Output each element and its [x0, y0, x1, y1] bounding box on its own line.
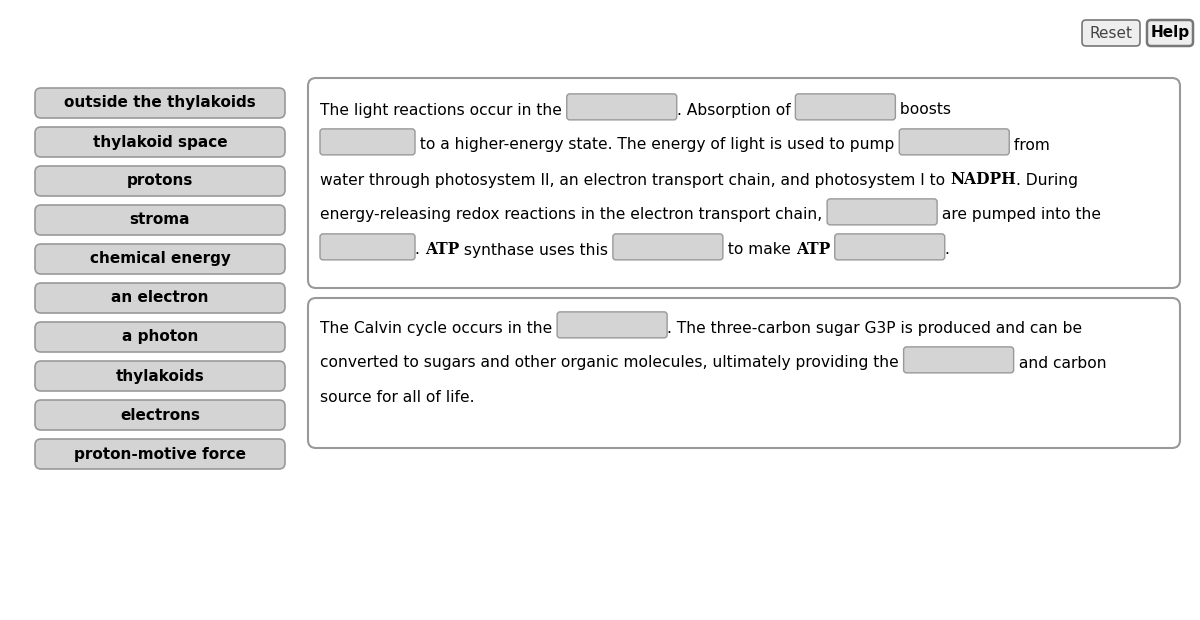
FancyBboxPatch shape — [35, 244, 286, 274]
Text: The Calvin cycle occurs in the: The Calvin cycle occurs in the — [320, 321, 557, 335]
FancyBboxPatch shape — [35, 88, 286, 118]
Text: water through photosystem II, an electron transport chain, and photosystem I to: water through photosystem II, an electro… — [320, 172, 950, 187]
Text: energy-releasing redox reactions in the electron transport chain,: energy-releasing redox reactions in the … — [320, 208, 827, 223]
Text: thylakoids: thylakoids — [115, 368, 204, 384]
FancyBboxPatch shape — [35, 127, 286, 157]
FancyBboxPatch shape — [320, 129, 415, 155]
Text: . Absorption of: . Absorption of — [677, 102, 796, 118]
FancyBboxPatch shape — [35, 166, 286, 196]
Text: chemical energy: chemical energy — [90, 252, 230, 267]
Text: to make: to make — [722, 242, 796, 257]
FancyBboxPatch shape — [320, 234, 415, 260]
FancyBboxPatch shape — [557, 312, 667, 338]
Text: outside the thylakoids: outside the thylakoids — [64, 95, 256, 110]
Text: boosts: boosts — [895, 102, 952, 118]
FancyBboxPatch shape — [1147, 20, 1193, 46]
Text: and carbon: and carbon — [1014, 355, 1106, 371]
Text: Help: Help — [1151, 25, 1189, 40]
Text: Reset: Reset — [1090, 25, 1133, 40]
Text: . The three-carbon sugar G3P is produced and can be: . The three-carbon sugar G3P is produced… — [667, 321, 1082, 335]
FancyBboxPatch shape — [35, 439, 286, 469]
FancyBboxPatch shape — [827, 199, 937, 225]
Text: from: from — [1009, 138, 1050, 153]
FancyBboxPatch shape — [308, 298, 1180, 448]
FancyBboxPatch shape — [1082, 20, 1140, 46]
FancyBboxPatch shape — [904, 347, 1014, 373]
FancyBboxPatch shape — [835, 234, 944, 260]
FancyBboxPatch shape — [566, 94, 677, 120]
Text: a photon: a photon — [122, 329, 198, 345]
FancyBboxPatch shape — [899, 129, 1009, 155]
Text: .: . — [944, 242, 949, 257]
FancyBboxPatch shape — [35, 205, 286, 235]
Text: source for all of life.: source for all of life. — [320, 391, 474, 405]
Text: to a higher-energy state. The energy of light is used to pump: to a higher-energy state. The energy of … — [415, 138, 899, 153]
Text: NADPH: NADPH — [950, 172, 1016, 188]
FancyBboxPatch shape — [796, 94, 895, 120]
Text: . During: . During — [1016, 172, 1078, 187]
Text: ATP: ATP — [796, 242, 830, 259]
FancyBboxPatch shape — [35, 322, 286, 352]
Text: protons: protons — [127, 174, 193, 188]
Text: stroma: stroma — [130, 213, 191, 228]
Text: The light reactions occur in the: The light reactions occur in the — [320, 102, 566, 118]
Text: proton-motive force: proton-motive force — [74, 446, 246, 461]
Text: synthase uses this: synthase uses this — [458, 242, 613, 257]
FancyBboxPatch shape — [35, 400, 286, 430]
Text: are pumped into the: are pumped into the — [937, 208, 1102, 223]
Text: an electron: an electron — [112, 291, 209, 306]
FancyBboxPatch shape — [613, 234, 722, 260]
Text: .: . — [415, 242, 425, 257]
Text: ATP: ATP — [425, 242, 458, 259]
Text: thylakoid space: thylakoid space — [92, 135, 227, 149]
Text: converted to sugars and other organic molecules, ultimately providing the: converted to sugars and other organic mo… — [320, 355, 904, 371]
Text: electrons: electrons — [120, 407, 200, 422]
FancyBboxPatch shape — [35, 361, 286, 391]
FancyBboxPatch shape — [308, 78, 1180, 288]
FancyBboxPatch shape — [35, 283, 286, 313]
